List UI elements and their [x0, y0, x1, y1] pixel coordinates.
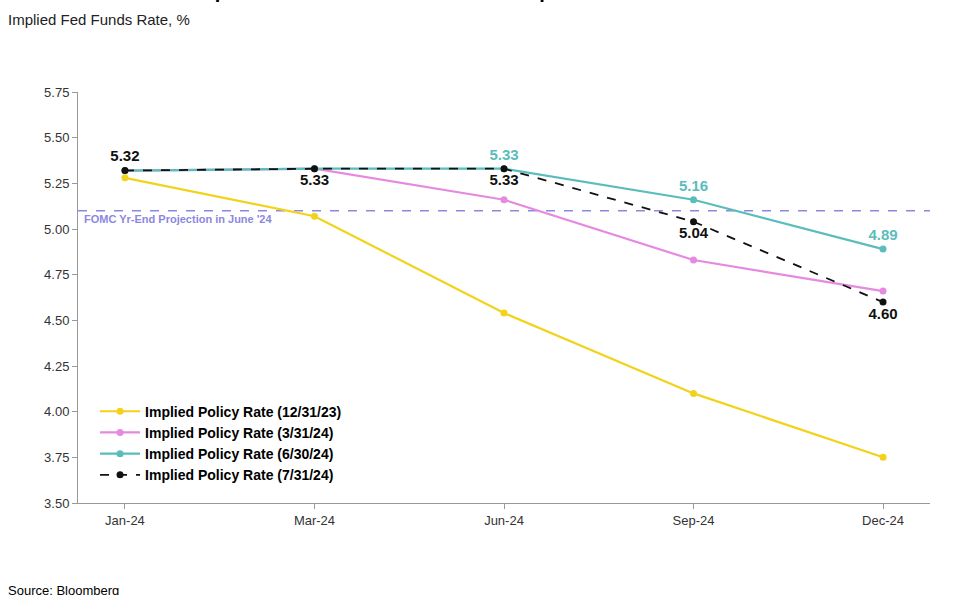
svg-text:5.00: 5.00 [44, 222, 69, 237]
svg-text:Jan-24: Jan-24 [105, 513, 145, 528]
svg-text:Implied Policy Rate (3/31/24): Implied Policy Rate (3/31/24) [145, 425, 333, 441]
svg-text:Implied Policy Rate (6/30/24): Implied Policy Rate (6/30/24) [145, 446, 333, 462]
svg-text:3.50: 3.50 [44, 496, 69, 511]
svg-text:5.25: 5.25 [44, 176, 69, 191]
svg-text:4.89: 4.89 [868, 226, 897, 243]
svg-text:5.33: 5.33 [489, 146, 518, 163]
svg-text:Dec-24: Dec-24 [862, 513, 904, 528]
svg-text:FOMC Yr-End Projection in June: FOMC Yr-End Projection in June '24 [84, 213, 272, 225]
svg-text:5.04: 5.04 [679, 224, 709, 241]
svg-text:Implied Fed Funds Rate, %: Implied Fed Funds Rate, % [8, 11, 190, 28]
svg-text:Implied Policy Rate (12/31/23): Implied Policy Rate (12/31/23) [145, 404, 341, 420]
svg-text:4.25: 4.25 [44, 359, 69, 374]
svg-text:5.33: 5.33 [489, 171, 518, 188]
svg-text:4.50: 4.50 [44, 313, 69, 328]
svg-text:Source: Bloomberg: Source: Bloomberg [8, 583, 119, 595]
svg-text:4.00: 4.00 [44, 404, 69, 419]
svg-text:5.75: 5.75 [44, 85, 69, 100]
svg-text:4.60: 4.60 [868, 305, 897, 322]
svg-text:Jun-24: Jun-24 [484, 513, 524, 528]
svg-text:Implied Policy Rate (7/31/24): Implied Policy Rate (7/31/24) [145, 467, 333, 483]
svg-text:Sep-24: Sep-24 [673, 513, 715, 528]
svg-text:3.75: 3.75 [44, 450, 69, 465]
svg-text:5.16: 5.16 [679, 177, 708, 194]
svg-text:4.75: 4.75 [44, 267, 69, 282]
svg-text:5.32: 5.32 [110, 147, 139, 164]
svg-text:Mar-24: Mar-24 [294, 513, 335, 528]
svg-text:5.50: 5.50 [44, 130, 69, 145]
svg-text:Mild June Inflation Report Bol: Mild June Inflation Report Bolstered Mar… [8, 0, 639, 2]
svg-text:5.33: 5.33 [300, 171, 329, 188]
